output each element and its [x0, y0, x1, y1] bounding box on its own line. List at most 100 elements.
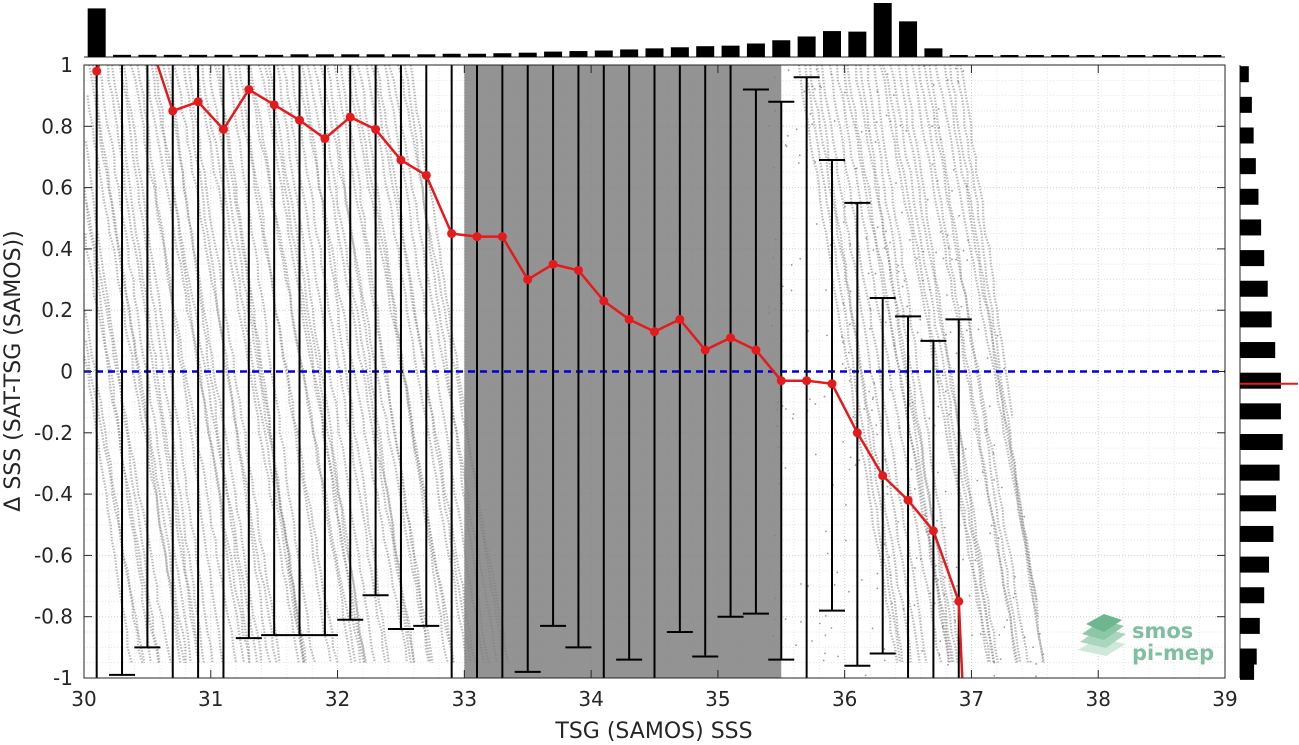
y-tick-label: -1: [53, 666, 73, 690]
scatter-point: [914, 567, 916, 569]
scatter-point: [1038, 632, 1041, 635]
scatter-point: [947, 246, 950, 249]
scatter-streak: [339, 65, 430, 663]
scatter-point: [886, 485, 889, 488]
scatter-point: [986, 357, 989, 359]
scatter-streak: [326, 65, 412, 663]
scatter-point: [938, 653, 941, 656]
scatter-streak: [356, 65, 449, 663]
median-point: [421, 170, 431, 180]
scatter-point: [943, 526, 946, 529]
scatter-point: [784, 467, 787, 469]
scatter-point: [905, 129, 908, 132]
scatter-point: [993, 478, 995, 481]
scatter-point: [836, 571, 839, 574]
scatter-point: [944, 490, 947, 493]
scatter-point: [920, 338, 923, 341]
scatter-point: [772, 257, 775, 259]
x-tick-label: 32: [325, 687, 350, 711]
top-hist-bar: [975, 55, 994, 57]
scatter-point: [826, 552, 829, 555]
scatter-point: [966, 185, 968, 187]
median-point: [118, 0, 127, 8]
scatter-point: [871, 409, 873, 412]
scatter-point: [901, 211, 903, 214]
y-tick-label: 0.6: [41, 176, 73, 200]
scatter-point: [811, 85, 814, 88]
scatter-streak: [248, 65, 353, 663]
scatter-point: [872, 249, 875, 251]
scatter-point: [820, 86, 823, 89]
top-hist-bar: [315, 54, 334, 57]
scatter-point: [946, 294, 948, 296]
scatter-point: [932, 83, 935, 86]
scatter-point: [864, 674, 867, 677]
median-point: [700, 345, 710, 355]
top-hist-bar: [468, 53, 487, 57]
top-hist-bar: [620, 49, 639, 57]
scatter-point: [840, 335, 843, 338]
top-hist-bar: [670, 47, 689, 57]
scatter-point: [990, 524, 993, 527]
right-hist-bar: [1240, 96, 1252, 113]
scatter-streak: [388, 65, 499, 663]
scatter-point: [784, 618, 787, 621]
median-point: [168, 106, 178, 116]
scatter-point: [968, 594, 971, 597]
top-hist-bar: [493, 53, 512, 57]
scatter-point: [774, 110, 777, 112]
scatter-point: [847, 351, 850, 354]
right-hist-bar: [1240, 311, 1272, 328]
scatter-point: [1003, 367, 1006, 370]
scatter-streak: [97, 65, 192, 663]
y-tick-label: -0.2: [34, 421, 73, 445]
scatter-point: [936, 471, 939, 474]
scatter-point: [897, 520, 900, 523]
scatter-point: [913, 604, 916, 607]
scatter-streak: [809, 65, 912, 663]
scatter-point: [910, 468, 913, 471]
scatter-streak: [350, 65, 455, 663]
top-hist-bar: [214, 54, 233, 57]
x-tick-label: 38: [1085, 687, 1110, 711]
scatter-point: [792, 413, 795, 415]
top-hist-bar: [594, 50, 613, 57]
scatter-point: [871, 627, 874, 630]
scatter-streak: [815, 65, 904, 663]
scatter-point: [939, 231, 942, 233]
scatter-streak: [949, 65, 1046, 663]
scatter-point: [818, 622, 821, 625]
scatter-point: [768, 312, 770, 315]
scatter-point: [915, 557, 918, 560]
scatter-streak: [208, 65, 307, 663]
scatter-point: [785, 408, 787, 410]
median-point: [675, 314, 685, 324]
scatter-point: [974, 559, 977, 562]
scatter-point: [1023, 636, 1026, 639]
scatter-point: [869, 327, 871, 330]
scatter-streak: [403, 65, 490, 663]
scatter-point: [1013, 592, 1016, 595]
median-series: [92, 0, 964, 678]
scatter-streak: [237, 65, 332, 663]
top-hist-bar: [290, 54, 309, 57]
tick-labels: 30 31 32 33 34 35 36 37 38 39 -1 -0.8 -0.6 -0.4 -0.2 0 0…: [34, 53, 1238, 711]
scatter-streak: [85, 202, 152, 663]
right-hist-bar: [1240, 403, 1281, 420]
logo-text-line2: pi-mep: [1132, 641, 1214, 665]
scatter-point: [773, 618, 776, 621]
top-hist-bar: [113, 54, 132, 57]
top-hist-bar: [138, 54, 157, 57]
scatter-point: [852, 415, 855, 418]
scatter-point: [772, 635, 775, 637]
top-hist-bar: [721, 45, 740, 57]
scatter-point: [888, 260, 890, 263]
scatter-point: [807, 585, 810, 588]
right-hist-bar: [1240, 464, 1280, 481]
scatter-point: [1042, 653, 1045, 656]
scatter-point: [848, 379, 851, 382]
scatter-point: [884, 321, 887, 324]
scatter-point: [902, 608, 905, 611]
scatter-streak: [91, 65, 182, 663]
top-hist-bar: [544, 51, 563, 57]
